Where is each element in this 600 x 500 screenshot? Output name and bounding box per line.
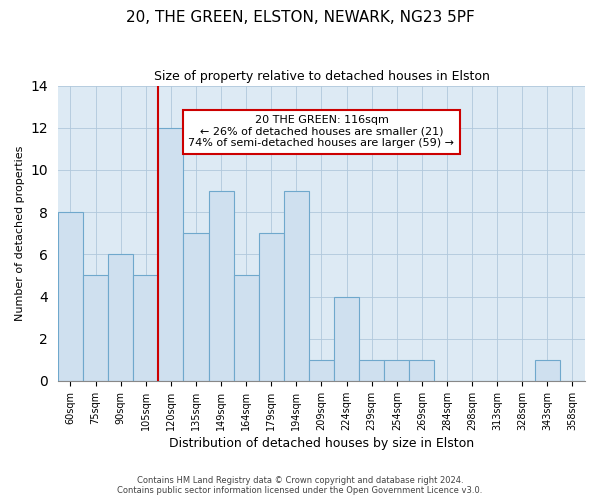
Title: Size of property relative to detached houses in Elston: Size of property relative to detached ho…: [154, 70, 490, 83]
Bar: [409, 360, 434, 381]
X-axis label: Distribution of detached houses by size in Elston: Distribution of detached houses by size …: [169, 437, 474, 450]
Bar: [384, 360, 409, 381]
Bar: [233, 276, 259, 381]
Bar: [133, 276, 158, 381]
Bar: [259, 234, 284, 381]
Bar: [58, 212, 83, 381]
Bar: [535, 360, 560, 381]
Bar: [334, 296, 359, 381]
Bar: [359, 360, 384, 381]
Bar: [284, 191, 309, 381]
Bar: [184, 234, 209, 381]
Bar: [209, 191, 233, 381]
Text: 20 THE GREEN: 116sqm
← 26% of detached houses are smaller (21)
74% of semi-detac: 20 THE GREEN: 116sqm ← 26% of detached h…: [188, 115, 454, 148]
Bar: [309, 360, 334, 381]
Bar: [108, 254, 133, 381]
Text: 20, THE GREEN, ELSTON, NEWARK, NG23 5PF: 20, THE GREEN, ELSTON, NEWARK, NG23 5PF: [125, 10, 475, 25]
Bar: [158, 128, 184, 381]
Text: Contains HM Land Registry data © Crown copyright and database right 2024.
Contai: Contains HM Land Registry data © Crown c…: [118, 476, 482, 495]
Y-axis label: Number of detached properties: Number of detached properties: [15, 146, 25, 321]
Bar: [83, 276, 108, 381]
